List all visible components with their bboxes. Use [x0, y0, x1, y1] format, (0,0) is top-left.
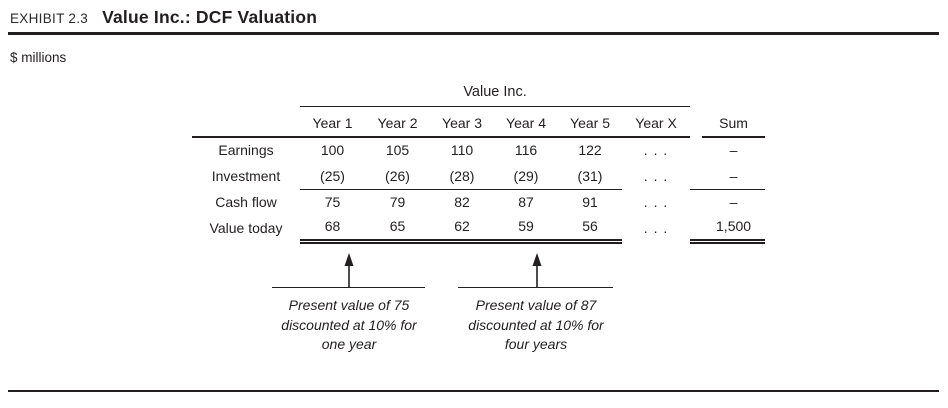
cell-investment-sum: –	[702, 163, 766, 190]
cell-valuetoday-year5: 56	[558, 215, 622, 244]
annotation-pv87: Present value of 87 discounted at 10% fo…	[426, 296, 646, 355]
exhibit-number: EXHIBIT 2.3	[10, 11, 89, 26]
cell-valuetoday-year3: 62	[430, 215, 494, 244]
row-label: Cash flow	[215, 194, 277, 211]
cell-investment-year4: (29)	[494, 163, 558, 190]
cell-cashflow-year5: 91	[582, 194, 598, 211]
callout-rule-left	[272, 287, 425, 288]
annotation-line: one year	[321, 336, 377, 352]
cell-earnings-year5: 122	[578, 142, 602, 159]
callout-rule-right	[458, 287, 613, 288]
spacer-cell	[690, 137, 702, 163]
cell-cashflow-year1: 75	[324, 194, 341, 211]
arrow-up-icon	[344, 253, 354, 288]
cell-investment-year3: (28)	[430, 163, 494, 190]
column-header-yearx: Year X	[622, 106, 691, 138]
column-header-year3: Year 3	[430, 106, 494, 138]
cell-earnings-year1: 100	[320, 142, 345, 159]
spacer-cell	[690, 106, 702, 137]
annotation-line: four years	[504, 336, 568, 352]
annotation-line: discounted at 10% for	[281, 316, 417, 333]
cell-earnings-yearx: . . .	[643, 142, 669, 159]
cell-earnings-sum: –	[729, 142, 738, 159]
exhibit-header: EXHIBIT 2.3 Value Inc.: DCF Valuation	[10, 7, 317, 28]
annotation-pv75: Present value of 75 discounted at 10% fo…	[239, 296, 459, 355]
cell-cashflow-yearx: . . .	[643, 194, 669, 211]
table-row-investment: Investment (25) (26) (28) (29) (31) . . …	[192, 163, 766, 190]
cell-investment-year5: (31)	[558, 163, 622, 190]
cell-valuetoday-year1: 68	[300, 215, 365, 244]
annotation-line: discounted at 10% for	[468, 316, 604, 333]
cell-valuetoday-year4: 59	[494, 215, 558, 244]
annotation-line: Present value of 87	[475, 297, 597, 313]
table-group-header-row: Value Inc.	[192, 78, 765, 107]
spacer-cell	[690, 215, 703, 244]
units-note: $ millions	[10, 50, 67, 65]
spacer-cell	[690, 78, 702, 106]
row-label: Value today	[209, 220, 283, 237]
cell-cashflow-year4: 87	[518, 194, 534, 211]
page-bottom-rule	[8, 390, 939, 392]
cell-cashflow-sum: –	[729, 194, 738, 211]
column-header-year5: Year 5	[558, 106, 622, 138]
row-label: Investment	[211, 168, 281, 185]
cell-investment-yearx: . . .	[643, 168, 669, 185]
cell-cashflow-year3: 82	[454, 194, 470, 211]
cell-valuetoday-sum: 1,500	[702, 215, 766, 244]
annotation-line: Present value of 75	[288, 297, 410, 313]
spacer-cell	[192, 78, 300, 106]
arrow-up-icon	[532, 253, 542, 288]
row-label: Earnings	[218, 142, 274, 159]
title-divider-rule	[8, 32, 939, 35]
table-row-value-today: Value today 68 65 62 59 56 . . . 1,500	[192, 215, 766, 244]
column-header-year1: Year 1	[300, 106, 365, 138]
cell-valuetoday-yearx: . . .	[643, 220, 669, 237]
cell-earnings-year2: 105	[385, 142, 410, 159]
table-row-cash-flow: Cash flow 75 79 82 87 91 . . . –	[192, 189, 765, 215]
column-header-year4: Year 4	[494, 106, 558, 138]
spacer-cell	[690, 189, 702, 215]
cell-valuetoday-year2: 65	[365, 215, 430, 244]
cell-earnings-year4: 116	[514, 142, 538, 159]
dcf-valuation-table: Value Inc. Year 1 Year 2 Year 3 Year 4 Y…	[192, 78, 766, 244]
spacer-cell	[690, 163, 703, 190]
table-column-header-row: Year 1 Year 2 Year 3 Year 4 Year 5 Year …	[192, 106, 766, 138]
table-row-earnings: Earnings 100 105 110 116 122 . . . –	[192, 137, 765, 163]
exhibit-title: Value Inc.: DCF Valuation	[102, 7, 318, 27]
cell-investment-year1: (25)	[300, 163, 365, 190]
cell-investment-year2: (26)	[365, 163, 430, 190]
group-header-value-inc: Value Inc.	[300, 78, 691, 107]
column-header-year2: Year 2	[365, 106, 430, 138]
cell-earnings-year3: 110	[450, 142, 474, 159]
row-label-header-cell	[192, 106, 300, 138]
spacer-cell	[702, 78, 765, 106]
cell-cashflow-year2: 79	[389, 194, 406, 211]
column-header-sum: Sum	[702, 106, 766, 138]
